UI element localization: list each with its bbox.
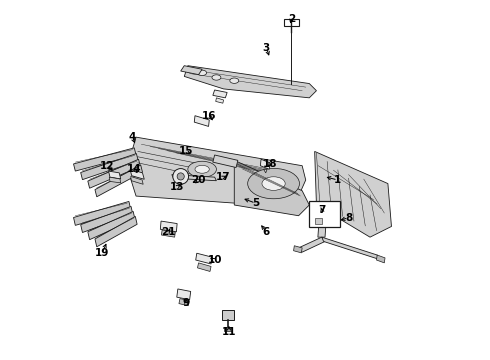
Polygon shape [322, 237, 379, 259]
Bar [223, 327, 232, 331]
Ellipse shape [188, 161, 217, 177]
Polygon shape [81, 154, 138, 180]
Polygon shape [318, 227, 326, 237]
Text: 11: 11 [221, 327, 236, 337]
Ellipse shape [195, 165, 209, 173]
Bar [284, 19, 298, 26]
Polygon shape [81, 206, 133, 233]
Text: 18: 18 [263, 159, 277, 169]
Text: 4: 4 [129, 132, 136, 142]
Polygon shape [315, 152, 392, 237]
Text: 5: 5 [252, 198, 259, 208]
Text: 1: 1 [334, 175, 342, 185]
Polygon shape [216, 98, 223, 103]
Polygon shape [130, 169, 144, 179]
Text: 17: 17 [216, 172, 231, 182]
Polygon shape [88, 159, 140, 188]
Polygon shape [213, 155, 238, 167]
Polygon shape [161, 230, 175, 237]
Polygon shape [74, 202, 131, 225]
Polygon shape [109, 171, 121, 179]
Text: 10: 10 [207, 255, 222, 265]
Text: 12: 12 [100, 161, 115, 171]
Polygon shape [74, 148, 136, 171]
Polygon shape [294, 246, 302, 253]
Text: 8: 8 [345, 212, 352, 222]
Polygon shape [172, 175, 217, 181]
Text: 2: 2 [288, 14, 295, 24]
Text: 20: 20 [191, 175, 206, 185]
Polygon shape [194, 116, 209, 126]
Polygon shape [109, 177, 121, 183]
Polygon shape [260, 159, 270, 169]
Text: 7: 7 [318, 205, 325, 215]
Text: 9: 9 [182, 298, 190, 308]
Text: 16: 16 [202, 111, 217, 121]
Polygon shape [95, 216, 137, 247]
Text: 21: 21 [161, 227, 175, 237]
Ellipse shape [197, 70, 207, 76]
Polygon shape [196, 253, 212, 264]
Text: 6: 6 [263, 227, 270, 237]
Ellipse shape [247, 168, 299, 199]
Bar [315, 218, 322, 224]
Polygon shape [131, 176, 143, 184]
Polygon shape [197, 263, 211, 271]
Polygon shape [234, 160, 309, 216]
Polygon shape [160, 221, 177, 232]
Circle shape [177, 173, 184, 180]
Polygon shape [376, 255, 385, 263]
Ellipse shape [262, 177, 285, 190]
Polygon shape [177, 289, 191, 300]
Ellipse shape [230, 78, 239, 84]
Text: 3: 3 [263, 43, 270, 53]
Text: 19: 19 [95, 248, 109, 258]
Text: 14: 14 [127, 164, 142, 174]
Polygon shape [179, 298, 189, 306]
Ellipse shape [212, 75, 221, 80]
Polygon shape [88, 211, 135, 240]
Polygon shape [184, 66, 317, 98]
Polygon shape [298, 237, 325, 252]
Polygon shape [95, 165, 143, 197]
Circle shape [173, 168, 189, 184]
Bar [222, 310, 234, 320]
Polygon shape [127, 137, 306, 205]
Text: 13: 13 [170, 182, 184, 192]
Bar [309, 202, 340, 227]
Polygon shape [181, 66, 202, 75]
Polygon shape [264, 169, 267, 173]
Polygon shape [213, 90, 227, 98]
Text: 15: 15 [179, 147, 194, 157]
